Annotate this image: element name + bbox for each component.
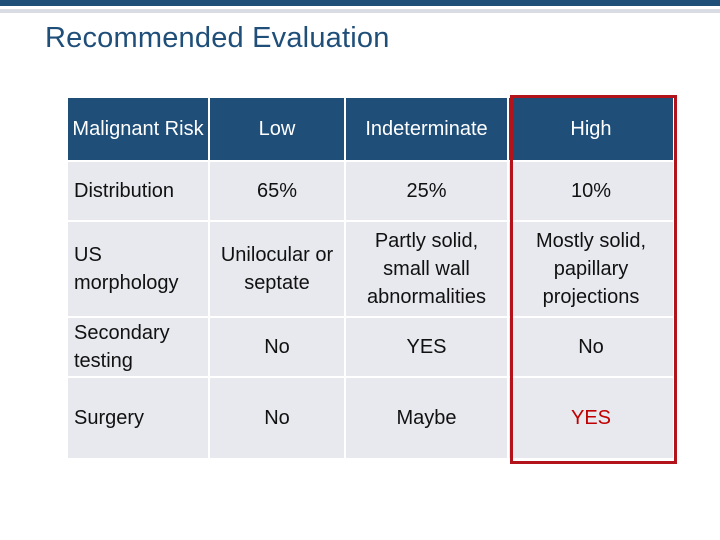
- cell-distribution-low: 65%: [210, 162, 344, 220]
- table-row-us-morphology: US morphology Unilocular or septate Part…: [68, 222, 673, 316]
- top-accent-bar: [0, 0, 720, 6]
- header-indeterminate: Indeterminate: [346, 98, 507, 160]
- row-label-secondary-testing: Secondary testing: [68, 318, 208, 376]
- evaluation-table: Malignant Risk Low Indeterminate High Di…: [66, 96, 675, 460]
- cell-surgery-low: No: [210, 378, 344, 458]
- header-high: High: [509, 98, 673, 160]
- table-header-row: Malignant Risk Low Indeterminate High: [68, 98, 673, 160]
- row-label-surgery: Surgery: [68, 378, 208, 458]
- top-divider-line: [0, 9, 720, 13]
- row-label-us-morphology: US morphology: [68, 222, 208, 316]
- cell-testing-low: No: [210, 318, 344, 376]
- cell-surgery-indeterminate: Maybe: [346, 378, 507, 458]
- table-row-surgery: Surgery No Maybe YES: [68, 378, 673, 458]
- cell-distribution-high: 10%: [509, 162, 673, 220]
- row-label-distribution: Distribution: [68, 162, 208, 220]
- slide-title: Recommended Evaluation: [45, 22, 390, 54]
- cell-distribution-indeterminate: 25%: [346, 162, 507, 220]
- table-row-secondary-testing: Secondary testing No YES No: [68, 318, 673, 376]
- table-row-distribution: Distribution 65% 25% 10%: [68, 162, 673, 220]
- header-malignant-risk: Malignant Risk: [68, 98, 208, 160]
- cell-testing-indeterminate: YES: [346, 318, 507, 376]
- cell-morphology-high: Mostly solid, papillary projections: [509, 222, 673, 316]
- cell-surgery-high: YES: [509, 378, 673, 458]
- header-low: Low: [210, 98, 344, 160]
- cell-morphology-low: Unilocular or septate: [210, 222, 344, 316]
- cell-morphology-indeterminate: Partly solid, small wall abnormalities: [346, 222, 507, 316]
- cell-testing-high: No: [509, 318, 673, 376]
